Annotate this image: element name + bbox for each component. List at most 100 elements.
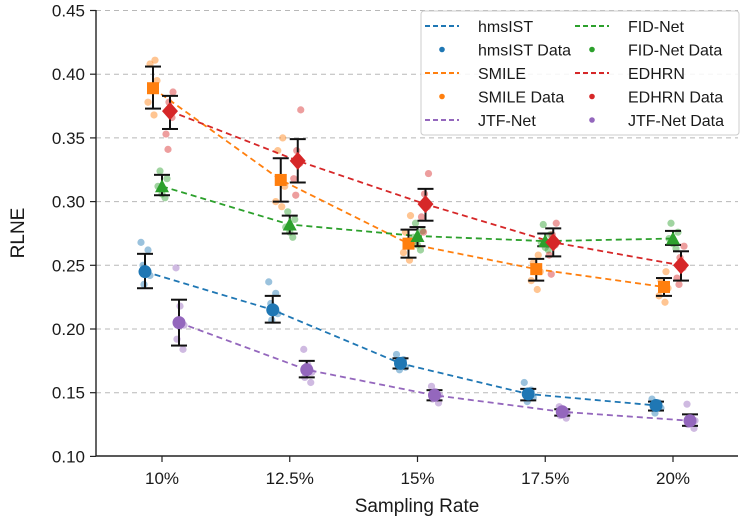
hmsist-mean-marker <box>649 398 663 412</box>
hmsist-mean-marker <box>394 356 407 370</box>
legend-smile-data-dot-icon <box>439 93 445 100</box>
hmsist-mean-marker <box>521 387 535 401</box>
edhrn-mean-marker <box>545 233 562 252</box>
legend-edhrn-data-dot-icon <box>589 93 595 100</box>
y-tick-label: 0.10 <box>52 447 85 466</box>
edhrn-raw-point <box>292 191 300 199</box>
smile-raw-point <box>278 203 286 211</box>
edhrn-raw-point <box>164 145 172 153</box>
edhrn-raw-point <box>169 88 177 96</box>
legend-label-smile: SMILE <box>478 66 526 83</box>
edhrn-mean-marker <box>289 151 306 170</box>
fid-net-raw-point <box>674 228 682 236</box>
hmsist-raw-point <box>144 246 152 254</box>
jtf-net-raw-point <box>300 345 308 353</box>
smile-mean-marker <box>147 82 159 95</box>
smile-raw-point <box>406 212 415 220</box>
jtf-net-mean-marker <box>683 414 697 428</box>
fid-net-raw-point <box>291 215 299 224</box>
x-tick-label: 17.5% <box>521 469 569 488</box>
y-axis-label: RLNE <box>8 208 29 259</box>
jtf-net-raw-point <box>427 382 436 390</box>
smile-raw-point <box>144 98 152 106</box>
y-tick-label: 0.45 <box>52 2 85 21</box>
fid-net-raw-point <box>411 219 420 227</box>
y-ticks: 0.10 0.15 0.20 0.25 0.30 0.35 0.40 0.45 <box>52 2 96 466</box>
edhrn-raw-point <box>547 270 555 278</box>
x-axis-label: Sampling Rate <box>355 496 480 517</box>
edhrn-raw-point <box>552 219 560 227</box>
jtf-net-mean-marker <box>172 316 186 330</box>
hmsist-mean-marker <box>138 265 152 279</box>
smile-raw-point <box>661 298 669 306</box>
smile-mean-marker <box>530 263 543 276</box>
jtf-net-raw-point <box>307 378 315 387</box>
edhrn-raw-point <box>680 242 688 250</box>
fid-net-raw-point <box>667 219 675 227</box>
legend-label-jtf-net-data: JTF-Net Data <box>628 113 724 130</box>
fid-net-raw-point <box>163 175 171 183</box>
legend-fid-net-data-dot-icon <box>589 46 595 53</box>
legend-label-hmsist-data: hmsIST Data <box>478 43 571 60</box>
legend-label-hmsist: hmsIST <box>478 19 533 36</box>
legend-label-smile-data: SMILE Data <box>478 90 564 107</box>
fid-net-raw-point <box>284 208 292 216</box>
smile-mean-marker <box>658 280 670 293</box>
edhrn-mean-marker <box>162 102 178 121</box>
hmsist-mean-marker <box>266 303 280 317</box>
edhrn-raw-point <box>545 251 553 259</box>
hmsist-raw-point <box>265 278 273 286</box>
legend-label-jtf-net: JTF-Net <box>478 113 536 130</box>
smile-raw-point <box>534 251 542 259</box>
legend-label-edhrn: EDHRN <box>628 66 685 83</box>
fid-net-mean-marker <box>282 217 297 231</box>
x-tick-label: 15% <box>400 469 434 488</box>
edhrn-raw-point <box>162 130 170 138</box>
hmsist-raw-point <box>392 350 401 359</box>
jtf-net-raw-point <box>179 345 187 353</box>
edhrn-raw-point <box>290 175 298 183</box>
smile-raw-point <box>533 285 541 294</box>
y-tick-label: 0.30 <box>52 193 85 212</box>
jtf-net-raw-point <box>683 400 691 408</box>
legend-label-fid-net-data: FID-Net Data <box>628 43 722 60</box>
fid-net-raw-point <box>418 227 427 235</box>
legend-hmsist-data-dot-icon <box>439 46 445 53</box>
fid-net-mean-marker <box>155 179 169 193</box>
smile-mean-marker <box>274 173 287 186</box>
fid-net-raw-point <box>156 167 164 175</box>
smile-raw-point <box>279 134 287 142</box>
edhrn-raw-point <box>675 280 683 289</box>
edhrn-raw-point <box>417 213 426 221</box>
mean-markers <box>138 82 697 428</box>
jtf-net-line <box>178 321 691 422</box>
fid-net-mean-marker <box>410 228 425 242</box>
edhrn-mean-marker <box>417 195 434 214</box>
legend-label-edhrn-data: EDHRN Data <box>628 90 723 107</box>
smile-raw-point <box>151 56 159 64</box>
fid-net-raw-point <box>539 220 547 229</box>
jtf-net-mean-marker <box>555 405 569 419</box>
fid-net-raw-point <box>544 246 552 254</box>
y-tick-label: 0.15 <box>52 384 85 403</box>
edhrn-raw-point <box>424 169 433 178</box>
smile-raw-point <box>150 111 158 119</box>
y-tick-label: 0.40 <box>52 65 85 84</box>
x-ticks: 10% 12.5% 15% 17.5% 20% <box>145 456 690 488</box>
hmsist-raw-point <box>137 238 145 246</box>
x-tick-label: 20% <box>656 469 690 488</box>
fid-net-raw-point <box>289 233 297 241</box>
y-tick-label: 0.25 <box>52 256 85 275</box>
jtf-net-mean-marker <box>428 388 441 402</box>
edhrn-mean-marker <box>673 256 689 275</box>
jtf-net-raw-point <box>172 264 180 272</box>
x-tick-label: 10% <box>145 469 179 488</box>
legend-label-fid-net: FID-Net <box>628 19 685 36</box>
y-tick-label: 0.20 <box>52 320 85 339</box>
fid-net-raw-point <box>416 246 425 254</box>
edhrn-raw-point <box>297 106 305 114</box>
smile-raw-point <box>399 248 408 257</box>
edhrn-raw-point <box>419 228 428 236</box>
legend-jtf-net-data-dot-icon <box>589 117 595 123</box>
